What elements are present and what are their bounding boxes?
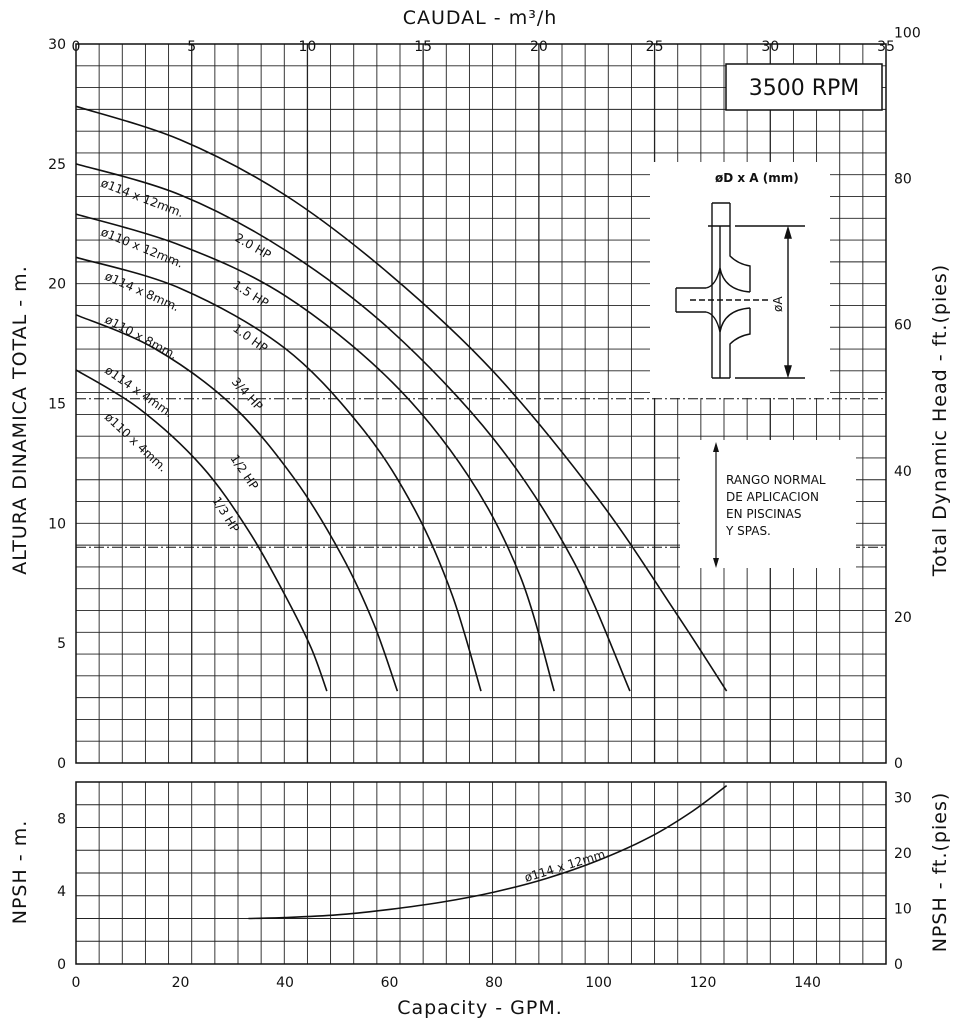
range-arrow-head-down [713, 558, 719, 568]
rpm-box [725, 63, 883, 111]
npsh-grid [76, 782, 886, 964]
range-note: RANGO NORMAL DE APLICACION EN PISCINAS Y… [680, 440, 856, 568]
npsh-y2-tick-label: 10 [894, 902, 912, 918]
x2-tick-label: 30 [761, 39, 779, 55]
impeller-diagram: øD x A (mm) øA [650, 162, 830, 398]
npsh-y2-tick-label: 0 [894, 957, 903, 973]
y-tick-label: 15 [48, 397, 66, 413]
npsh-curve [248, 785, 728, 920]
range-arrow-head-up [713, 442, 719, 452]
y2-tick-label: 20 [894, 610, 912, 626]
head-plot-frame [75, 43, 887, 764]
npsh-y-tick-label: 8 [57, 811, 66, 827]
y-tick-label: 25 [48, 157, 66, 173]
npsh-y2-tick-label: 20 [894, 846, 912, 862]
y-tick-label: 20 [48, 277, 66, 293]
rpm-label: 3500 RPM [749, 76, 860, 101]
range-note-line-1: RANGO NORMAL [726, 473, 826, 487]
left-axis-title: ALTURA DINAMICA TOTAL - m. [9, 265, 31, 574]
npsh-left-axis-title: NPSH - m. [9, 820, 31, 925]
npsh-y-tick-label: 4 [57, 884, 66, 900]
x-tick-label: 40 [276, 975, 294, 991]
head-curve-2 [75, 163, 631, 692]
y2-tick-label: 100 [894, 25, 921, 41]
range-note-line-4: Y SPAS. [725, 524, 771, 538]
npsh-plot-frame [75, 781, 887, 965]
x2-tick-label: 0 [72, 39, 81, 55]
y-tick-label: 30 [48, 37, 66, 53]
right-axis-title: Total Dynamic Head - ft.(pies) [929, 264, 951, 577]
x2-tick-label: 20 [530, 39, 548, 55]
x-tick-label: 100 [585, 975, 612, 991]
x2-tick-label: 25 [646, 39, 664, 55]
y-tick-label: 5 [57, 636, 66, 652]
x-tick-label: 60 [381, 975, 399, 991]
range-note-line-2: DE APLICACION [726, 490, 819, 504]
y-tick-label: 0 [57, 756, 66, 772]
head-curve-5 [75, 314, 399, 692]
x2-tick-label: 5 [187, 39, 196, 55]
y2-tick-label: 40 [894, 464, 912, 480]
impeller-dimension-label: øA [771, 296, 785, 312]
x-tick-label: 120 [690, 975, 717, 991]
bottom-axis-title: Capacity - GPM. [397, 997, 563, 1019]
npsh-y-tick-label: 0 [57, 957, 66, 973]
x2-tick-label: 10 [299, 39, 317, 55]
x-tick-label: 20 [172, 975, 190, 991]
npsh-y2-tick-label: 30 [894, 791, 912, 807]
head-curve-4 [75, 256, 482, 692]
x-tick-label: 0 [72, 975, 81, 991]
y2-tick-label: 80 [894, 172, 912, 188]
x-tick-label: 140 [794, 975, 821, 991]
range-note-line-3: EN PISCINAS [726, 507, 802, 521]
head-curve-1 [75, 105, 728, 692]
range-note-panel [680, 440, 856, 568]
head-curve-6 [75, 369, 328, 692]
impeller-title: øD x A (mm) [715, 171, 799, 185]
x2-tick-label: 15 [414, 39, 432, 55]
impeller-drawing [675, 202, 805, 379]
y2-tick-label: 0 [894, 756, 903, 772]
x-tick-label: 80 [485, 975, 503, 991]
npsh-right-axis-title: NPSH - ft.(pies) [929, 792, 951, 953]
y2-tick-label: 60 [894, 318, 912, 334]
y-tick-label: 10 [48, 516, 66, 532]
head-curve-3 [75, 213, 555, 692]
x2-tick-label: 35 [877, 39, 895, 55]
impeller-panel [650, 162, 830, 398]
top-axis-title: CAUDAL - m³/h [403, 7, 558, 29]
